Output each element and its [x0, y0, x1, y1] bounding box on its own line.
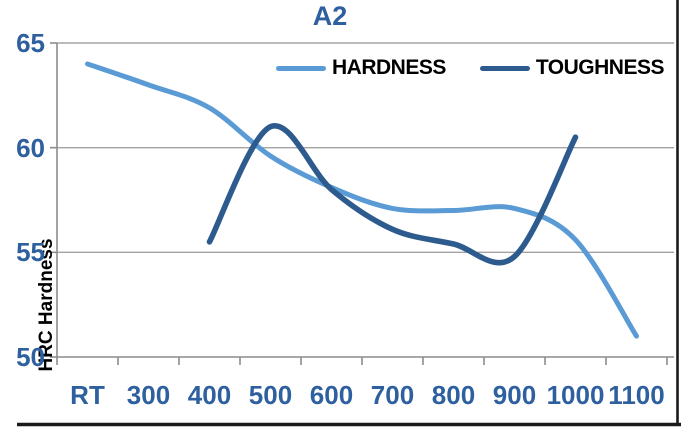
hardness-line — [85, 61, 639, 339]
hardness-legend-swatch-icon — [276, 65, 326, 71]
toughness-legend-label: TOUGHNESS — [535, 56, 665, 79]
x-tick-label: 400 — [187, 380, 232, 410]
x-tick-label: RT — [70, 380, 105, 410]
chart-frame-group — [17, 0, 681, 427]
x-tick-label: 800 — [431, 380, 476, 410]
x-tick-label: 600 — [309, 380, 354, 410]
toughness-legend-swatch-icon — [479, 65, 530, 71]
axes-group — [50, 42, 674, 365]
legend: HARDNESS TOUGHNESS — [276, 55, 665, 81]
x-tick-label: 700 — [370, 380, 415, 410]
y-tick-label: 65 — [16, 28, 45, 58]
series-group — [85, 61, 639, 339]
chart-title: A2 — [312, 1, 348, 31]
y-tick-label: 60 — [16, 132, 45, 163]
x-tick-label: 900 — [492, 380, 537, 410]
x-tick-label: 500 — [248, 380, 293, 410]
y-tick-label: 50 — [16, 342, 45, 372]
x-tick-label: 1000 — [546, 380, 605, 410]
y-tick-label: 55 — [16, 237, 45, 268]
x-tick-label: 300 — [126, 380, 171, 410]
x-tick-label: 1100 — [608, 380, 665, 410]
toughness-line — [206, 123, 579, 266]
hardness-legend-label: HARDNESS — [332, 56, 446, 79]
